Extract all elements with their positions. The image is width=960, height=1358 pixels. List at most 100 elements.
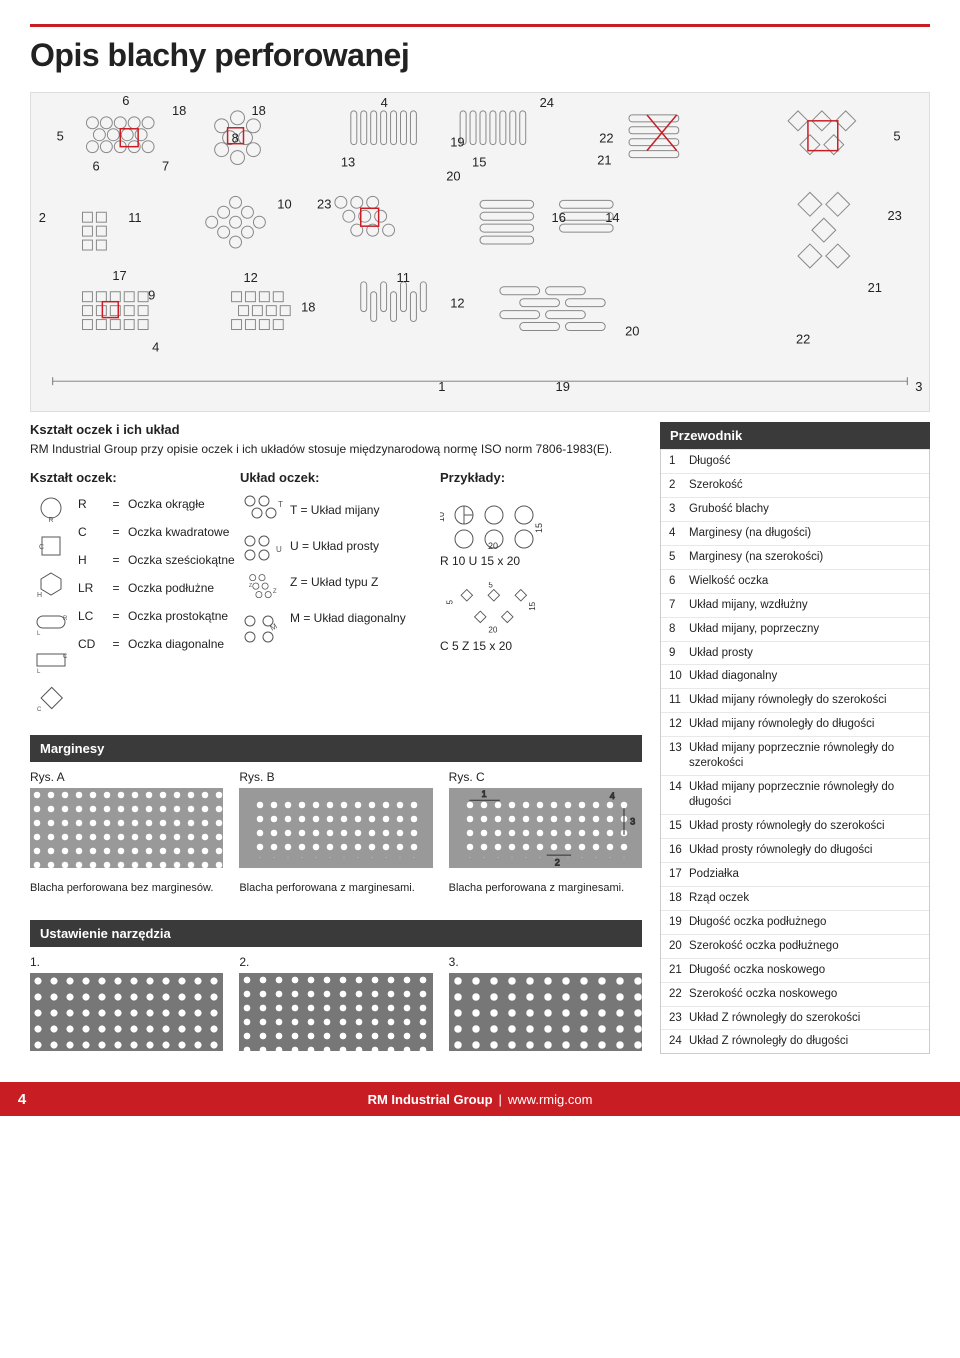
layout-header: Układ oczek:: [240, 470, 440, 485]
svg-text:C: C: [63, 654, 68, 660]
guide-item: 1Długość: [661, 449, 929, 473]
guide-item: 24Układ Z równoległy do długości: [661, 1029, 929, 1053]
guide-item: 14Układ mijany poprzecznie równoległy do…: [661, 775, 929, 814]
guide-item: 20Szerokość oczka podłużnego: [661, 934, 929, 958]
examples-header: Przykłady:: [440, 470, 642, 485]
svg-text:6: 6: [122, 93, 129, 108]
svg-text:14: 14: [605, 210, 619, 225]
layout-row: U = Układ prosty: [290, 539, 440, 553]
guide-item: 2Szerokość: [661, 473, 929, 497]
obround-icon: LR: [30, 607, 72, 637]
guide-item: 5Marginesy (na szerokości): [661, 545, 929, 569]
guide-item: 13Układ mijany poprzecznie równoległy do…: [661, 736, 929, 775]
svg-text:5: 5: [57, 129, 64, 144]
svg-text:9: 9: [148, 288, 155, 303]
svg-text:1: 1: [481, 789, 486, 799]
guide-list: 1Długość2Szerokość3Grubość blachy4Margin…: [660, 449, 930, 1054]
svg-text:8: 8: [232, 131, 239, 146]
svg-text:22: 22: [599, 131, 613, 146]
svg-text:Z: Z: [273, 588, 277, 595]
example-block: 5 5 15 20 C 5 Z 15 x 20: [440, 582, 642, 653]
svg-text:R: R: [48, 517, 53, 523]
layout-t-icon: T: [240, 493, 284, 527]
tooling-heading: Ustawienie narzędzia: [30, 920, 642, 947]
guide-item: 3Grubość blachy: [661, 497, 929, 521]
diagram-svg: 6 18 18 4 24 5 6 7 8 13 19 15 20 22 21 5…: [31, 93, 929, 411]
guide-item: 10Układ diagonalny: [661, 664, 929, 688]
svg-text:5: 5: [893, 129, 900, 144]
examples-col: 10 15 20 R 10 U 15 x 20: [440, 493, 642, 713]
svg-text:15: 15: [528, 601, 537, 610]
shape-row: H=Oczka sześciokątne: [78, 553, 240, 567]
layout-row: Z = Układ typu Z: [290, 575, 440, 589]
fig-a-caption: Blacha perforowana bez marginesów.: [30, 882, 223, 894]
tool-3-img: [449, 973, 642, 1051]
shape-row: R=Oczka okrągłe: [78, 497, 240, 511]
fig-a-image: [30, 788, 223, 868]
svg-text:16: 16: [552, 210, 566, 225]
guide-item: 18Rząd oczek: [661, 886, 929, 910]
layout-row: T = Układ mijany: [290, 503, 440, 517]
svg-text:21: 21: [597, 153, 611, 168]
layout-m-icon: M: [240, 613, 284, 647]
example-label: C 5 Z 15 x 20: [440, 639, 642, 653]
shape-row: C=Oczka kwadratowe: [78, 525, 240, 539]
tool-2: 2.: [239, 955, 432, 1051]
svg-text:R: R: [63, 616, 68, 622]
svg-text:C: C: [37, 707, 42, 713]
guide-item: 22Szerokość oczka noskowego: [661, 982, 929, 1006]
tool-1-img: [30, 973, 223, 1051]
svg-text:11: 11: [397, 270, 410, 285]
square-icon: C: [30, 531, 72, 561]
svg-text:15: 15: [534, 523, 544, 533]
intro-text: RM Industrial Group przy opisie oczek i …: [30, 441, 642, 458]
guide-item: 17Podziałka: [661, 862, 929, 886]
svg-text:2: 2: [39, 210, 46, 225]
svg-text:M: M: [269, 621, 280, 632]
guide-item: 7Układ mijany, wzdłużny: [661, 593, 929, 617]
guide-item: 9Układ prosty: [661, 641, 929, 665]
svg-text:3: 3: [915, 379, 922, 394]
tool-3: 3.: [449, 955, 642, 1051]
svg-text:L: L: [37, 631, 41, 637]
layout-text-col: T = Układ mijany U = Układ prosty Z = Uk…: [290, 493, 440, 713]
fig-a: Rys. A: [30, 770, 223, 868]
shape-icons-col: R C H LR LC C: [30, 493, 78, 713]
guide-item: 6Wielkość oczka: [661, 569, 929, 593]
shape-row: CD=Oczka diagonalne: [78, 637, 240, 651]
guide-panel: Przewodnik 1Długość2Szerokość3Grubość bl…: [660, 422, 930, 1054]
svg-text:10: 10: [440, 512, 446, 522]
svg-text:12: 12: [450, 296, 464, 311]
fig-c: Rys. C 1 3 2 4: [449, 770, 642, 868]
fig-c-image: 1 3 2 4: [449, 788, 642, 868]
fig-b-image: [239, 788, 432, 868]
svg-text:17: 17: [112, 268, 126, 283]
svg-text:4: 4: [381, 95, 388, 110]
hexagon-icon: H: [30, 569, 72, 599]
layout-z-icon: ZZ: [240, 573, 284, 607]
intro-heading: Kształt oczek i ich układ: [30, 422, 642, 437]
footer: 4 RM Industrial Group|www.rmig.com: [0, 1082, 960, 1116]
top-rule: [30, 24, 930, 27]
guide-item: 21Długość oczka noskowego: [661, 958, 929, 982]
svg-text:3: 3: [630, 816, 635, 826]
example-block: 10 15 20 R 10 U 15 x 20: [440, 497, 642, 568]
guide-item: 4Marginesy (na długości): [661, 521, 929, 545]
svg-text:18: 18: [251, 103, 265, 118]
svg-text:22: 22: [796, 331, 810, 346]
page-number: 4: [0, 1091, 44, 1108]
svg-text:13: 13: [341, 155, 355, 170]
page-title: Opis blachy perforowanej: [30, 37, 930, 74]
svg-text:7: 7: [162, 159, 169, 174]
svg-text:19: 19: [450, 135, 464, 150]
guide-item: 11Układ mijany równoległy do szerokości: [661, 688, 929, 712]
svg-text:20: 20: [488, 541, 498, 551]
svg-text:L: L: [37, 669, 41, 675]
guide-item: 15Układ prosty równoległy do szerokości: [661, 814, 929, 838]
svg-text:T: T: [278, 500, 283, 509]
shape-header: Kształt oczek:: [30, 470, 240, 485]
footer-text: RM Industrial Group|www.rmig.com: [44, 1092, 916, 1107]
svg-text:H: H: [37, 592, 42, 599]
tool-1: 1.: [30, 955, 223, 1051]
svg-text:18: 18: [172, 103, 186, 118]
